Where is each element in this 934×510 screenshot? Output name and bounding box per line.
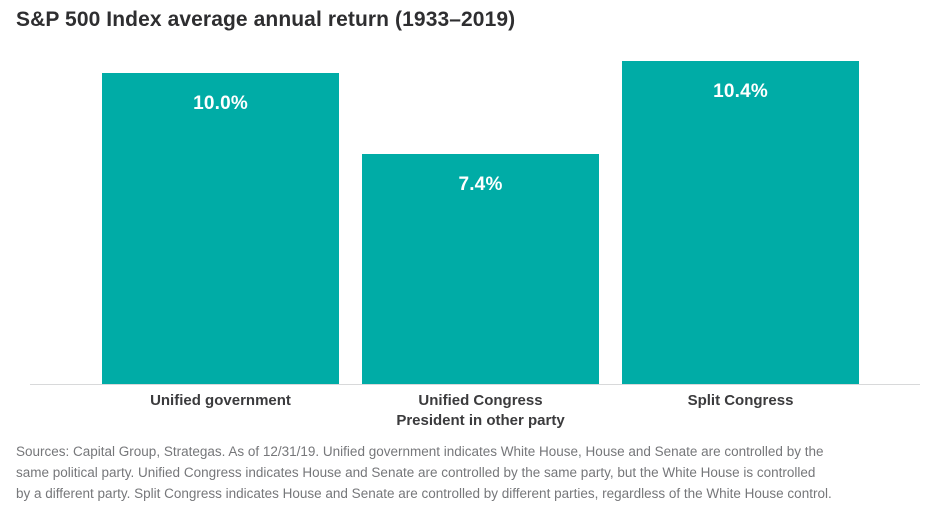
category-label-line: Unified Congress bbox=[418, 392, 543, 409]
category-label-line: Split Congress bbox=[687, 392, 794, 409]
category-label-line: Unified government bbox=[150, 392, 291, 409]
bar-split-congress: 10.4% bbox=[622, 61, 859, 384]
chart-title: S&P 500 Index average annual return (193… bbox=[16, 8, 516, 31]
category-label-split-congress: Split Congress bbox=[622, 391, 859, 411]
category-label-unified-congress: Unified Congress President in other part… bbox=[362, 391, 599, 431]
category-label-line: President in other party bbox=[396, 412, 565, 429]
bar-value-label: 10.4% bbox=[713, 81, 768, 102]
category-label-unified-government: Unified government bbox=[102, 391, 339, 411]
source-note-line: Sources: Capital Group, Strategas. As of… bbox=[16, 444, 824, 459]
bar-value-label: 10.0% bbox=[193, 93, 248, 114]
source-note: Sources: Capital Group, Strategas. As of… bbox=[16, 441, 928, 504]
source-note-line: by a different party. Split Congress ind… bbox=[16, 486, 832, 501]
source-note-line: same political party. Unified Congress i… bbox=[16, 465, 816, 480]
bar-unified-government: 10.0% bbox=[102, 73, 339, 384]
bar-value-label: 7.4% bbox=[458, 174, 503, 195]
bar-unified-congress: 7.4% bbox=[362, 154, 599, 384]
x-axis-baseline bbox=[30, 384, 920, 385]
